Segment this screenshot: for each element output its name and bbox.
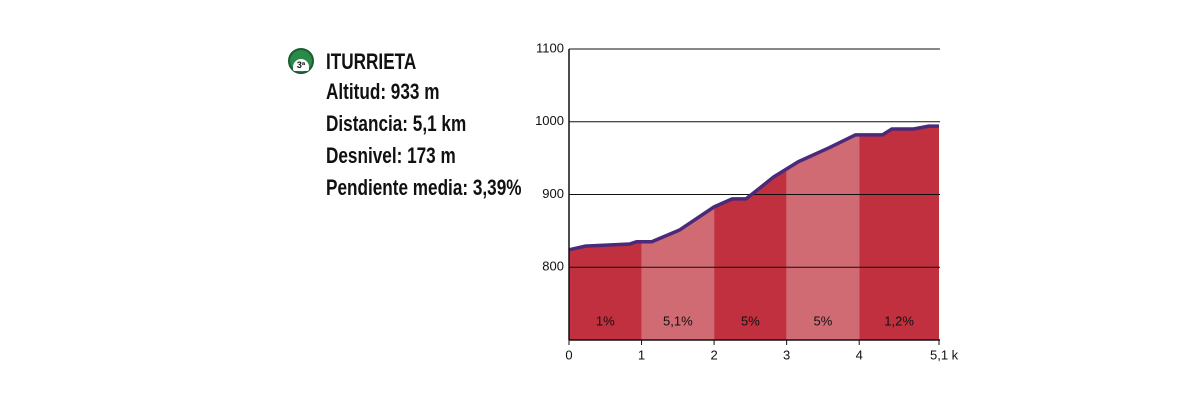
x-tick-label: 2	[710, 347, 717, 362]
x-tick-label: 0	[565, 347, 572, 362]
category-badge: 3ª	[288, 48, 314, 74]
y-tick-label: 1000	[535, 113, 564, 128]
y-tick-label: 900	[542, 186, 564, 201]
category: 3ª	[293, 59, 309, 71]
stat-line: Pendiente media: 3,39%	[326, 175, 522, 200]
segment-label: 5%	[741, 313, 760, 328]
segment-label: 1,2%	[884, 313, 914, 328]
stat-line: Altitud: 933 m	[326, 79, 440, 104]
x-tick-label: 4	[856, 347, 863, 362]
y-tick-label: 800	[542, 259, 564, 274]
segment-label: 5%	[814, 313, 833, 328]
profile-line	[568, 124, 939, 252]
climb-stats: Altitud: 933 m Distancia: 5,1 km Desnivel:…	[326, 76, 577, 204]
stat-line: Desnivel: 173 m	[326, 143, 456, 168]
y-tick-label: 1100	[536, 40, 564, 55]
x-tick-label: 5,1 k	[930, 347, 959, 362]
x-tick-label: 3	[783, 347, 790, 362]
climb-title: ITURRIETA	[326, 49, 417, 74]
stat-line: Distancia: 5,1 km	[326, 111, 467, 136]
segment-area	[859, 126, 939, 340]
x-tick-label: 1	[638, 347, 645, 362]
segment-label: 1%	[596, 313, 615, 328]
segment-label: 5,1%	[663, 313, 693, 328]
